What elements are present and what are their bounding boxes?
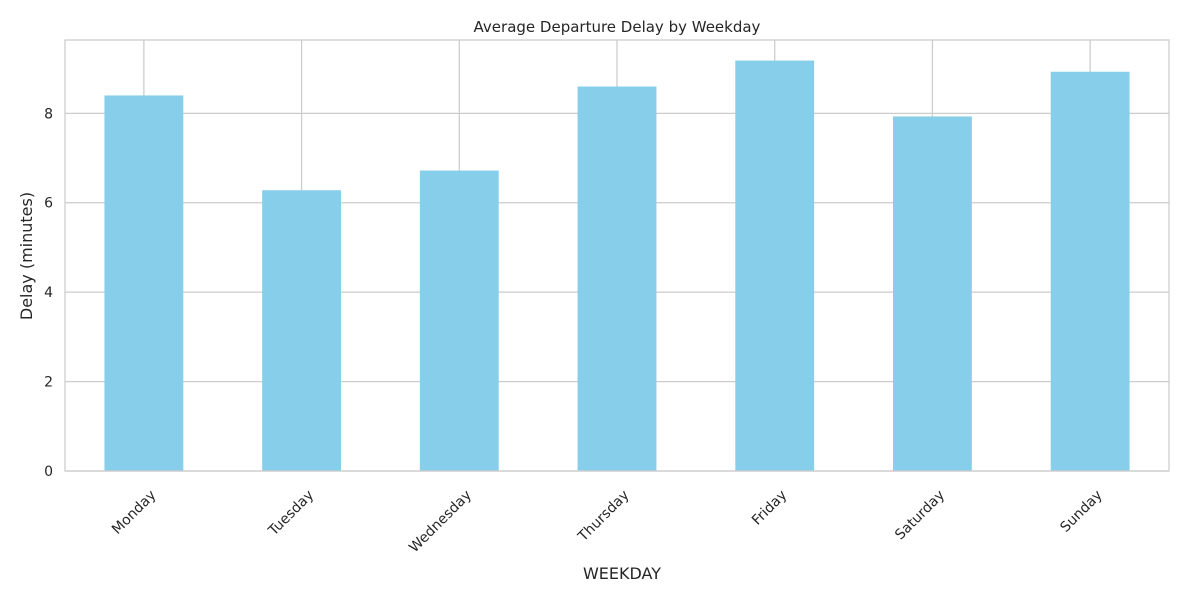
- y-tick-label: 6: [44, 196, 53, 212]
- bar-sunday: [1050, 71, 1130, 471]
- bar-saturday: [893, 116, 972, 472]
- plot-frame: [64, 39, 1170, 472]
- bar-monday: [104, 95, 184, 472]
- y-tick-label: 2: [44, 375, 53, 391]
- bar-wednesday: [419, 170, 499, 471]
- chart-title: Average Departure Delay by Weekday: [474, 18, 761, 36]
- bar-tuesday: [262, 190, 341, 471]
- y-axis-label: Delay (minutes): [17, 192, 36, 320]
- y-tick-label: 4: [44, 285, 53, 301]
- y-tick-labels: 0 2 4 6 8: [44, 106, 53, 480]
- x-axis-label: WEEKDAY: [583, 564, 661, 583]
- bars: [104, 60, 1130, 472]
- y-tick-label: 0: [44, 464, 53, 480]
- bar-thursday: [577, 86, 657, 471]
- bar-friday: [735, 60, 815, 471]
- y-tick-label: 8: [44, 106, 53, 122]
